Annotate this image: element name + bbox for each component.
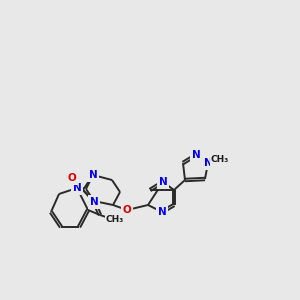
Text: O: O [68, 173, 76, 183]
Text: N: N [73, 183, 81, 193]
Text: N: N [159, 177, 167, 187]
Text: N: N [158, 207, 166, 217]
Text: CH₃: CH₃ [211, 155, 229, 164]
Text: CH₃: CH₃ [106, 215, 124, 224]
Text: N: N [192, 150, 200, 160]
Text: O: O [123, 205, 131, 215]
Text: N: N [90, 197, 98, 207]
Text: N: N [88, 170, 98, 180]
Text: N: N [204, 158, 212, 168]
